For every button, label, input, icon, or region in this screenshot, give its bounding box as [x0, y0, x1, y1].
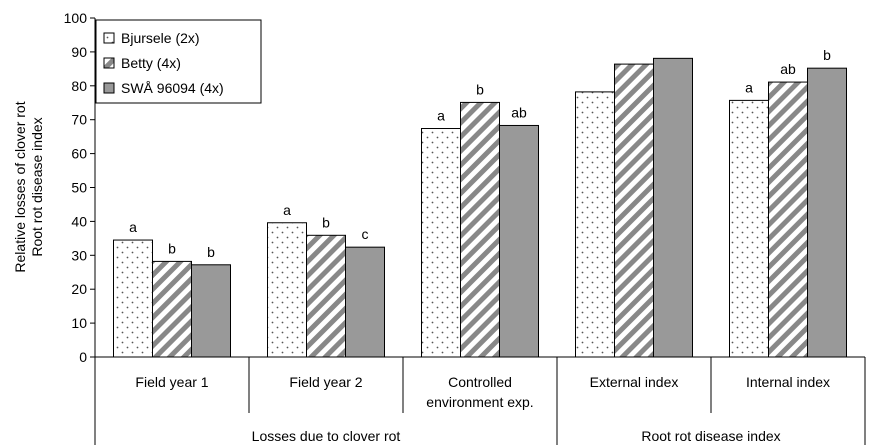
legend-swatch: [103, 57, 115, 69]
significance-letter: ab: [511, 104, 527, 120]
bar: [807, 67, 847, 358]
x-group-label: Losses due to clover rot: [252, 428, 401, 444]
legend: Bjursele (2x) Betty (4x) SWÅ 96094 (4x): [95, 19, 262, 104]
y-tick-label: 40: [71, 213, 87, 229]
bar: [191, 264, 231, 358]
bar: [113, 239, 153, 358]
bar: [152, 260, 192, 358]
x-category-label: Controlled: [448, 374, 512, 390]
y-tick-label: 10: [71, 315, 87, 331]
bars: [113, 57, 847, 358]
bar: [421, 128, 461, 358]
bar: [499, 124, 539, 358]
significance-letter: b: [207, 244, 215, 260]
significance-letter: ab: [780, 61, 796, 77]
x-category-label: Internal index: [746, 374, 830, 390]
y-tick-label: 60: [71, 146, 87, 162]
legend-label: Bjursele (2x): [121, 30, 200, 46]
y-axis-label-line-1: Relative losses of clover rot: [12, 101, 28, 272]
y-tick-label: 20: [71, 281, 87, 297]
bar: [768, 81, 808, 358]
significance-letter: b: [168, 240, 176, 256]
y-axis-label: Relative losses of clover rot Root rot d…: [12, 101, 45, 272]
bar: [614, 63, 654, 358]
y-tick-label: 0: [79, 349, 87, 365]
significance-letter: a: [129, 219, 137, 235]
bar: [729, 99, 769, 358]
y-axis: 0 10 20 30 40 50 60 70 80 90 100: [64, 10, 96, 365]
significance-letter: a: [437, 108, 445, 124]
legend-label: SWÅ 96094 (4x): [121, 80, 224, 96]
legend-label: Betty (4x): [121, 55, 181, 71]
y-tick-label: 80: [71, 78, 87, 94]
bar: [575, 91, 615, 358]
legend-swatch: [103, 32, 115, 44]
x-category-label: External index: [590, 374, 679, 390]
x-group-label: Root rot disease index: [641, 428, 780, 444]
bar: [306, 234, 346, 358]
significance-letter: b: [476, 81, 484, 97]
y-tick-label: 70: [71, 112, 87, 128]
significance-letter: c: [362, 226, 369, 242]
x-axis: Field year 1 Field year 2 Controlled enviro…: [94, 356, 866, 445]
y-tick-label: 50: [71, 180, 87, 196]
x-category-label: Field year 1: [135, 374, 208, 390]
bar: [345, 246, 385, 358]
significance-letter: a: [283, 202, 291, 218]
legend-box: [95, 19, 262, 104]
y-tick-label: 30: [71, 247, 87, 263]
y-tick-label: 100: [64, 10, 88, 26]
y-tick-label: 90: [71, 44, 87, 60]
bar: [460, 101, 500, 358]
x-category-label: environment exp.: [426, 394, 533, 410]
y-axis-label-line-2: Root rot disease index: [29, 117, 45, 256]
significance-letter: a: [745, 79, 753, 95]
legend-swatch: [103, 82, 115, 94]
bar: [267, 222, 307, 358]
bar: [653, 57, 693, 358]
significance-letter: b: [322, 214, 330, 230]
significance-letter: b: [823, 47, 831, 63]
x-category-label: Field year 2: [289, 374, 362, 390]
